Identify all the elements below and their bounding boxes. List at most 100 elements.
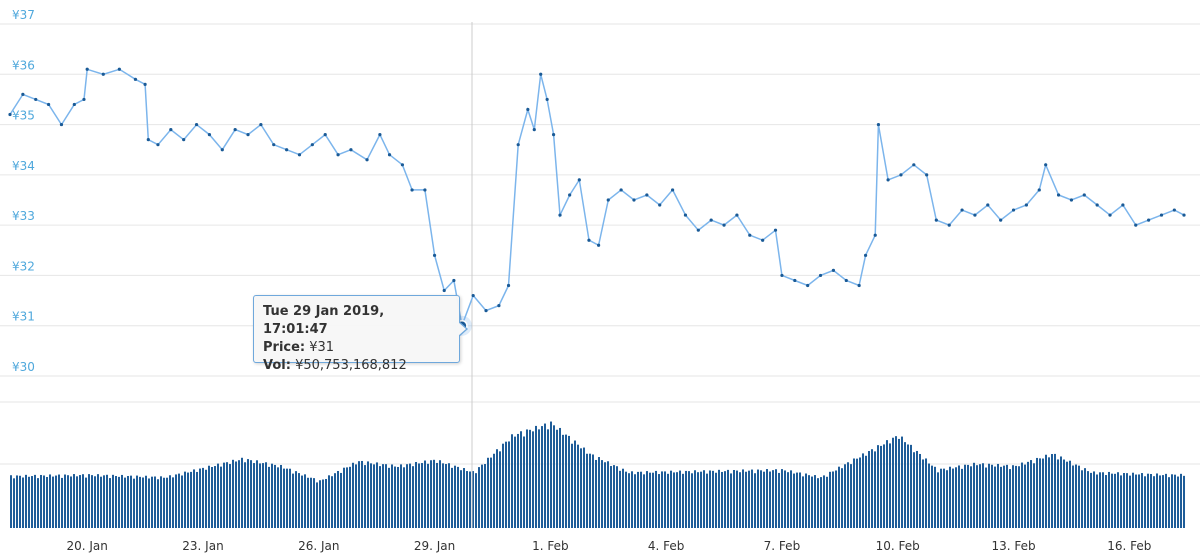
price-point [863,253,868,257]
volume-bar [742,469,744,528]
price-point [886,178,890,182]
volume-bar [418,463,420,528]
volume-bar [112,474,114,528]
volume-bar [157,479,159,528]
volume-bar [100,476,102,528]
volume-bar [778,472,780,528]
volume-bar [421,463,423,528]
volume-bar [658,474,660,528]
volume-bar [412,466,414,528]
price-point [645,193,649,197]
price-point [156,143,160,147]
price-point [1044,163,1048,167]
price-point [912,163,916,167]
volume-bar [808,475,810,528]
volume-bar [220,466,222,528]
price-point [597,243,601,247]
date-tick-label: 20. Jan [66,539,107,553]
price-point [310,143,314,147]
volume-bar [988,463,990,528]
tooltip-volume-value: ¥50,753,168,812 [295,358,407,373]
volume-bar [256,460,258,528]
volume-bar [922,459,924,528]
volume-bar [16,475,18,528]
volume-bar [244,462,246,528]
price-point [619,188,623,192]
date-tick-label: 23. Jan [182,539,223,553]
volume-bar [121,474,123,528]
volume-bar [703,470,705,528]
volume-bar [58,474,60,528]
volume-bar [607,461,609,528]
volume-bar [523,436,525,528]
volume-bar [967,464,969,528]
volume-bar [772,470,774,528]
volume-bar [505,441,507,528]
volume-bar [667,473,669,528]
volume-bar [127,475,129,528]
volume-bar [613,465,615,528]
volume-bar [1081,470,1083,528]
price-point [587,238,591,242]
volume-bar [379,466,381,528]
volume-bar [1024,464,1026,528]
volume-bar [334,473,336,528]
volume-bar [472,471,474,528]
volume-bar [766,469,768,528]
price-point [1121,203,1125,207]
volume-bar [250,460,252,528]
volume-bar [406,464,408,528]
volume-bar [181,475,183,528]
volume-bar [763,471,765,528]
volume-bar [781,469,783,528]
volume-bar [802,476,804,528]
volume-bar [22,477,24,528]
price-point [46,102,51,107]
volume-bar [55,475,57,528]
volume-bar [70,476,72,528]
price-point [506,283,511,288]
price-point [973,213,977,217]
volume-bar [1168,477,1170,528]
volume-bar [1030,460,1032,528]
volume-bar [1039,458,1041,528]
volume-bar [52,476,54,528]
volume-bar [229,464,231,528]
volume-bar [982,463,984,528]
volume-bar [208,465,210,528]
volume-bar [892,437,894,528]
volume-bar [340,472,342,528]
volume-bar [382,464,384,528]
volume-bar [499,451,501,528]
volume-bar [388,467,390,528]
volume-bar [649,472,651,528]
volume-bar [796,472,798,528]
price-series[interactable] [8,67,1186,329]
price-tick-label: ¥31 [12,310,35,324]
volume-bar [295,471,297,528]
price-point [1095,203,1099,207]
volume-bar [1099,472,1101,528]
date-tick-label: 4. Feb [648,539,685,553]
volume-bar [1072,465,1074,528]
volume-bar [937,472,939,528]
volume-bar [964,464,966,528]
volume-bar [106,474,108,528]
volume-bar [787,472,789,528]
price-point [532,128,536,132]
volume-bar [574,440,576,528]
volume-bar [1177,476,1179,528]
price-point [387,153,392,157]
volume-bar [253,463,255,528]
date-tick-label: 16. Feb [1107,539,1151,553]
date-tick-label: 13. Feb [991,539,1035,553]
volume-bar [583,447,585,528]
volume-bar [901,436,903,528]
volume-bar [559,427,561,528]
volume-bar [469,471,471,528]
volume-bar [133,478,135,528]
volume-bar [1156,473,1158,528]
date-tick-label: 7. Feb [764,539,801,553]
price-point [246,133,250,137]
